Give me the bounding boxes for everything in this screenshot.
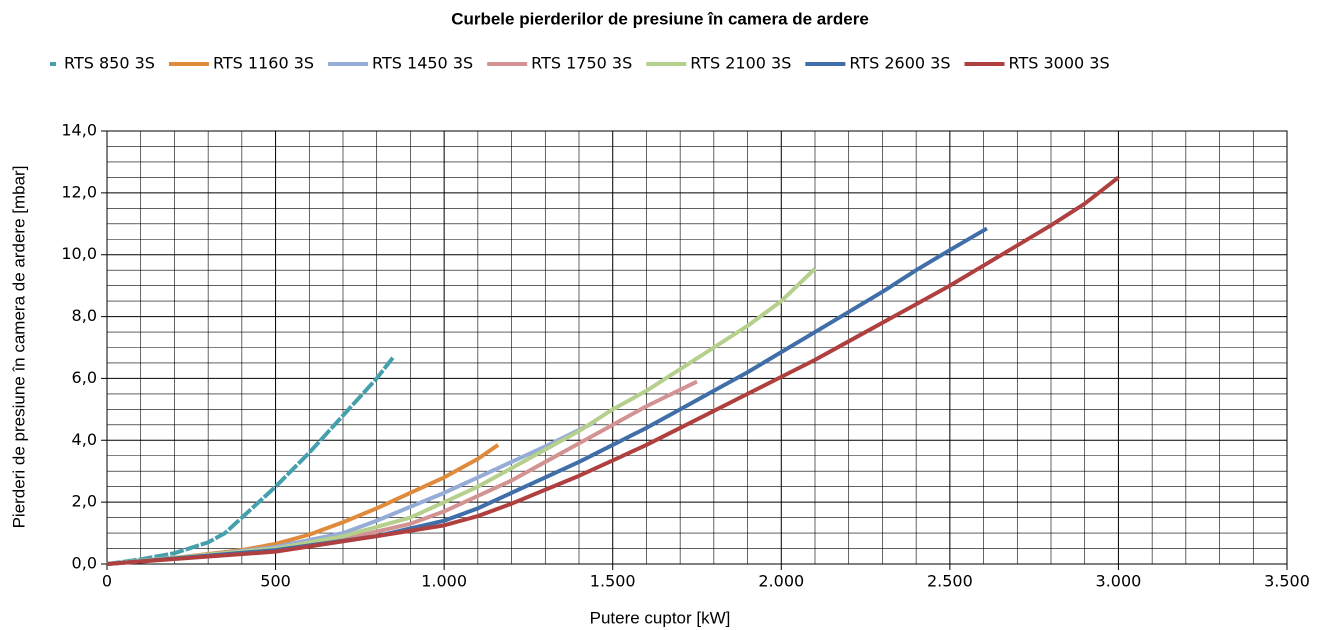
y-tick-label: 4,0: [72, 430, 97, 449]
x-tick-label: 1.500: [590, 572, 636, 591]
series-line: [106, 267, 817, 566]
plot-frame: [106, 130, 1288, 565]
y-axis-label: Pierderi de presiune în camera de ardere…: [9, 166, 28, 529]
y-tick-label: 0,0: [72, 554, 97, 573]
series-line: [106, 419, 597, 566]
x-axis-label: Putere cuptor [kW]: [590, 608, 731, 627]
y-tick-label: 8,0: [72, 306, 97, 325]
y-tick-label: 6,0: [72, 368, 97, 387]
legend-label: RTS 3000 3S: [1008, 54, 1109, 73]
series-line: [106, 355, 396, 566]
series-line: [106, 226, 988, 566]
legend-label: RTS 850 3S: [64, 54, 155, 73]
x-tick-label: 2.000: [758, 572, 804, 591]
y-tick-label: 2,0: [72, 492, 97, 511]
x-tick-label: 3.500: [1264, 572, 1310, 591]
x-tick-label: 3.000: [1096, 572, 1142, 591]
x-tick-label: 1.000: [421, 572, 467, 591]
x-tick-label: 500: [260, 572, 291, 591]
y-tick-label: 12,0: [61, 182, 97, 201]
legend-label: RTS 2100 3S: [690, 54, 791, 73]
legend-label: RTS 2600 3S: [849, 54, 950, 73]
legend-label: RTS 1450 3S: [372, 54, 473, 73]
legend-label: RTS 1750 3S: [531, 54, 632, 73]
legend-label: RTS 1160 3S: [213, 54, 314, 73]
x-tick-label: 2.500: [927, 572, 973, 591]
y-tick-label: 14,0: [61, 121, 97, 140]
series-line: [106, 175, 1120, 566]
x-tick-label: 0: [102, 572, 112, 591]
chart-title: Curbele pierderilor de presiune în camer…: [451, 9, 869, 28]
y-tick-label: 10,0: [61, 244, 97, 263]
series-line: [106, 379, 698, 566]
